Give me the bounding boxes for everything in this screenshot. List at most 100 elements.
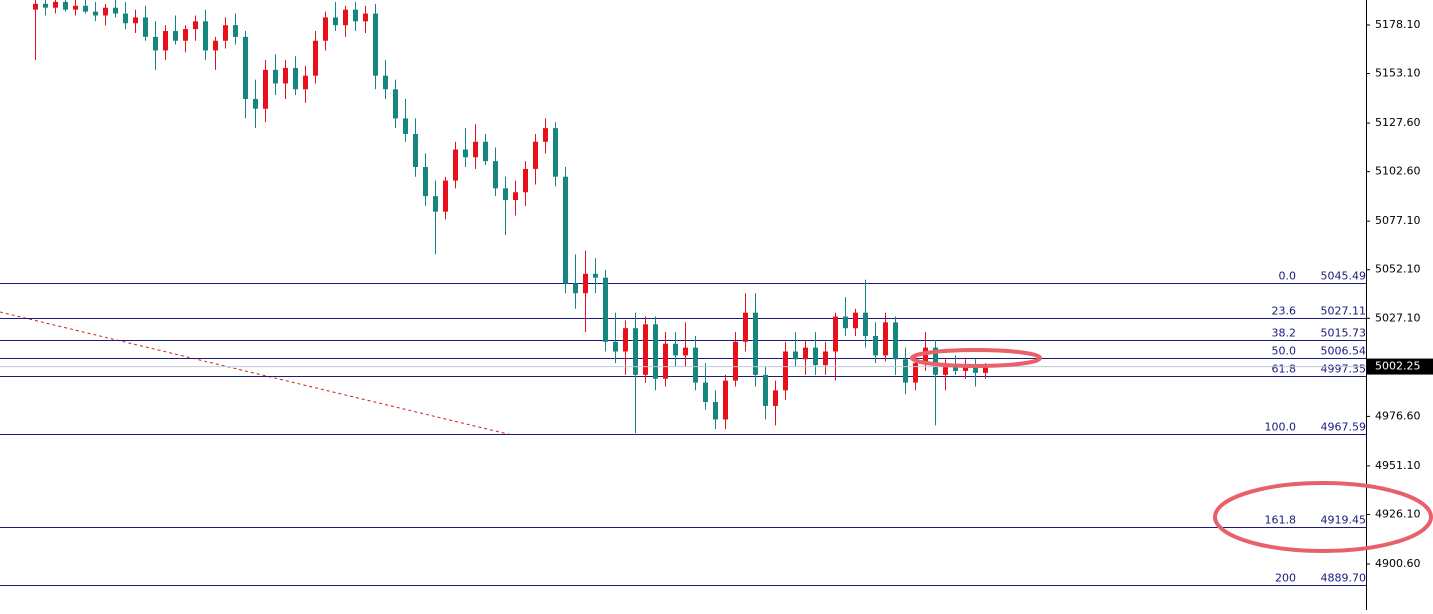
candle-body bbox=[923, 347, 928, 364]
candle-body bbox=[363, 13, 368, 22]
candle-body bbox=[83, 5, 88, 12]
candle-body bbox=[473, 141, 478, 158]
candle-body bbox=[423, 166, 428, 197]
candle-body bbox=[543, 128, 548, 142]
candle-body bbox=[843, 316, 848, 329]
candle-body bbox=[483, 141, 488, 162]
fib-price: 4997.35 bbox=[1321, 363, 1367, 376]
fib-price: 4889.70 bbox=[1321, 572, 1367, 585]
candle-body bbox=[753, 312, 758, 375]
candle-body bbox=[383, 75, 388, 90]
candle-body bbox=[783, 351, 788, 391]
candle-body bbox=[463, 149, 468, 158]
candle-body bbox=[863, 312, 868, 336]
y-tick-label: 4900.60 bbox=[1375, 557, 1421, 570]
candle-body bbox=[873, 335, 878, 356]
candle-body bbox=[243, 36, 248, 100]
candle-body bbox=[853, 312, 858, 329]
fib-ratio: 50.0 bbox=[1272, 345, 1297, 358]
candle-body bbox=[493, 161, 498, 189]
candle-body bbox=[983, 366, 988, 373]
candle-body bbox=[633, 328, 638, 375]
y-tick-label: 5102.60 bbox=[1375, 165, 1421, 178]
candle-body bbox=[613, 341, 618, 352]
highlight-ellipse bbox=[910, 348, 1042, 368]
candle-body bbox=[193, 21, 198, 30]
last-price-label: 5002.25 bbox=[1375, 360, 1421, 373]
candle-body bbox=[113, 7, 118, 14]
candle-body bbox=[823, 351, 828, 366]
candle-body bbox=[63, 1, 68, 10]
candle-body bbox=[743, 312, 748, 342]
candle-body bbox=[593, 273, 598, 278]
candle-body bbox=[553, 128, 558, 177]
fib-price: 5015.73 bbox=[1321, 327, 1367, 340]
candle-body bbox=[933, 347, 938, 375]
candle-body bbox=[513, 192, 518, 201]
candle-body bbox=[663, 343, 668, 379]
fib-price: 5006.54 bbox=[1321, 345, 1367, 358]
candle-body bbox=[393, 89, 398, 119]
candle-body bbox=[143, 17, 148, 37]
candle-body bbox=[173, 31, 178, 41]
candle-body bbox=[833, 316, 838, 352]
candle-body bbox=[533, 141, 538, 169]
y-tick-label: 5077.10 bbox=[1375, 214, 1421, 227]
candle-body bbox=[73, 5, 78, 10]
fib-ratio: 161.8 bbox=[1265, 514, 1297, 527]
y-tick-label: 5052.10 bbox=[1375, 263, 1421, 276]
fib-price: 5027.11 bbox=[1321, 305, 1367, 318]
y-tick-label: 5178.10 bbox=[1375, 18, 1421, 31]
candle-body bbox=[373, 13, 378, 76]
candle-body bbox=[733, 341, 738, 381]
candle-body bbox=[563, 176, 568, 284]
y-tick-label: 5027.10 bbox=[1375, 311, 1421, 324]
candle-body bbox=[323, 17, 328, 41]
last-price-tag bbox=[1367, 358, 1433, 375]
y-tick-label: 5153.10 bbox=[1375, 67, 1421, 80]
candle-body bbox=[283, 67, 288, 84]
candle-body bbox=[713, 402, 718, 420]
fib-ratio: 38.2 bbox=[1272, 327, 1297, 340]
candle-body bbox=[523, 168, 528, 193]
candle-body bbox=[443, 180, 448, 212]
plot-area: 5178.10 5153.10 5127.60 5102.60 5077.10 5052.… bbox=[0, 0, 1421, 586]
fib-ratio: 200 bbox=[1275, 572, 1296, 585]
candle-body bbox=[803, 347, 808, 360]
candle-body bbox=[223, 25, 228, 41]
candle-body bbox=[963, 365, 968, 371]
candle-body bbox=[203, 21, 208, 51]
candle-body bbox=[253, 99, 258, 109]
candle-body bbox=[723, 380, 728, 420]
candle-body bbox=[893, 322, 898, 360]
candle-body bbox=[953, 367, 958, 371]
candle-body bbox=[333, 17, 338, 26]
candle-body bbox=[213, 40, 218, 51]
candle-body bbox=[813, 347, 818, 366]
y-tick-label: 4951.10 bbox=[1375, 459, 1421, 472]
candle-body bbox=[183, 29, 188, 41]
candle-body bbox=[433, 196, 438, 212]
candle-body bbox=[673, 343, 678, 356]
candle-body bbox=[33, 3, 38, 10]
candle-body bbox=[763, 374, 768, 406]
candle-body bbox=[573, 283, 578, 294]
y-tick-label: 4976.60 bbox=[1375, 409, 1421, 422]
candle-body bbox=[293, 67, 298, 90]
candle-body bbox=[973, 365, 978, 373]
candle-body bbox=[943, 367, 948, 375]
candle-body bbox=[123, 13, 128, 24]
candle-body bbox=[793, 351, 798, 360]
y-tick-label: 5127.60 bbox=[1375, 116, 1421, 129]
fib-ratio: 23.6 bbox=[1272, 305, 1297, 318]
candle-body bbox=[913, 363, 918, 383]
fib-ratio: 61.8 bbox=[1272, 363, 1297, 376]
candle-body bbox=[53, 1, 58, 8]
candle-body bbox=[133, 17, 138, 24]
candle-body bbox=[623, 328, 628, 352]
candle-body bbox=[693, 347, 698, 383]
candle-body bbox=[263, 69, 268, 109]
